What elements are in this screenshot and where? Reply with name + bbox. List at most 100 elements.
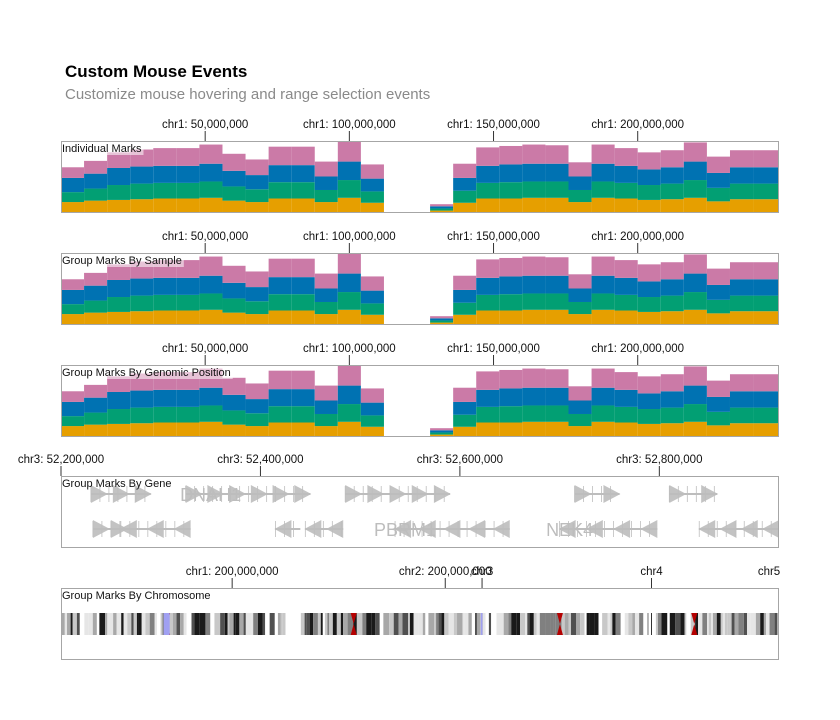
bar-segment[interactable] bbox=[753, 374, 779, 392]
bar-segment[interactable] bbox=[130, 407, 154, 424]
bar-segment[interactable] bbox=[268, 165, 292, 183]
cytoband[interactable] bbox=[64, 613, 68, 635]
bar-segment[interactable] bbox=[153, 182, 177, 199]
cytoband[interactable] bbox=[610, 613, 613, 635]
bar-segment[interactable] bbox=[107, 391, 131, 410]
bar-segment[interactable] bbox=[268, 370, 292, 390]
cytoband[interactable] bbox=[667, 613, 670, 635]
cytoband[interactable] bbox=[657, 613, 662, 635]
bar-segment[interactable] bbox=[522, 421, 546, 436]
cytoband[interactable] bbox=[300, 613, 305, 635]
bar-segment[interactable] bbox=[107, 199, 131, 212]
bar-segment[interactable] bbox=[499, 182, 523, 199]
cytoband[interactable] bbox=[138, 613, 142, 635]
bar-segment[interactable] bbox=[107, 311, 131, 324]
bar-segment[interactable] bbox=[637, 281, 661, 298]
bar-segment[interactable] bbox=[729, 183, 754, 200]
bar-segment[interactable] bbox=[153, 406, 177, 423]
bar-segment[interactable] bbox=[314, 176, 338, 190]
bar-segment[interactable] bbox=[268, 294, 292, 311]
bar-segment[interactable] bbox=[360, 388, 384, 403]
cytoband[interactable] bbox=[79, 613, 85, 635]
cytoband[interactable] bbox=[769, 613, 775, 635]
cytoband[interactable] bbox=[320, 613, 323, 635]
bar-segment[interactable] bbox=[453, 190, 477, 203]
bar-segment[interactable] bbox=[614, 165, 638, 183]
cytoband[interactable] bbox=[634, 613, 640, 635]
bar-segment[interactable] bbox=[199, 181, 223, 198]
bar-segment[interactable] bbox=[245, 189, 269, 203]
cytoband[interactable] bbox=[353, 613, 357, 635]
bar-segment[interactable] bbox=[591, 275, 615, 294]
bar-segment[interactable] bbox=[176, 294, 200, 311]
bar-segment[interactable] bbox=[706, 201, 730, 212]
bar-segment[interactable] bbox=[430, 208, 454, 211]
cytoband[interactable] bbox=[755, 613, 761, 635]
bar-segment[interactable] bbox=[61, 279, 85, 290]
bar-segment[interactable] bbox=[568, 176, 592, 190]
bar-segment[interactable] bbox=[476, 277, 500, 295]
cytoband[interactable] bbox=[371, 613, 376, 635]
stacked-bars[interactable] bbox=[61, 253, 779, 324]
bar-segment[interactable] bbox=[360, 314, 384, 324]
bar-segment[interactable] bbox=[637, 185, 661, 200]
cytoband[interactable] bbox=[716, 613, 721, 635]
cytoband[interactable] bbox=[172, 613, 177, 635]
bar-segment[interactable] bbox=[107, 409, 131, 424]
cytoband[interactable] bbox=[648, 613, 652, 635]
cytoband[interactable] bbox=[229, 613, 234, 635]
bar-segment[interactable] bbox=[522, 197, 546, 212]
bar-segment[interactable] bbox=[337, 292, 361, 310]
bar-segment[interactable] bbox=[614, 422, 638, 436]
bar-segment[interactable] bbox=[522, 144, 546, 164]
bar-segment[interactable] bbox=[176, 389, 200, 407]
bar-segment[interactable] bbox=[199, 387, 223, 406]
cytoband[interactable] bbox=[444, 613, 449, 635]
cytoband[interactable] bbox=[217, 613, 221, 635]
bar-segment[interactable] bbox=[360, 202, 384, 212]
cytoband[interactable] bbox=[267, 613, 270, 635]
cytoband[interactable] bbox=[322, 613, 325, 635]
bar-segment[interactable] bbox=[430, 428, 454, 431]
bar-segment[interactable] bbox=[337, 253, 361, 274]
bar-segment[interactable] bbox=[61, 391, 85, 402]
cytoband[interactable] bbox=[409, 613, 414, 635]
bar-segment[interactable] bbox=[430, 432, 454, 435]
bar-segment[interactable] bbox=[314, 273, 338, 289]
bar-segment[interactable] bbox=[729, 423, 754, 436]
bar-segment[interactable] bbox=[683, 404, 707, 422]
cytoband[interactable] bbox=[239, 613, 244, 635]
bar-segment[interactable] bbox=[591, 163, 615, 182]
bar-segment[interactable] bbox=[568, 386, 592, 401]
bar-segment[interactable] bbox=[614, 260, 638, 278]
cytoband[interactable] bbox=[496, 613, 501, 635]
bar-segment[interactable] bbox=[268, 389, 292, 407]
bar-segment[interactable] bbox=[591, 405, 615, 422]
bar-segment[interactable] bbox=[591, 293, 615, 310]
bar-segment[interactable] bbox=[107, 152, 131, 168]
cytoband[interactable] bbox=[280, 613, 283, 635]
cytoband[interactable] bbox=[690, 613, 696, 635]
bar-segment[interactable] bbox=[683, 254, 707, 274]
cytoband[interactable] bbox=[220, 613, 225, 635]
bar-segment[interactable] bbox=[314, 202, 338, 212]
bar-segment[interactable] bbox=[291, 146, 315, 166]
bar-segment[interactable] bbox=[499, 276, 523, 295]
cytoband[interactable] bbox=[393, 613, 399, 635]
cytoband[interactable] bbox=[347, 613, 354, 635]
bar-segment[interactable] bbox=[706, 268, 730, 285]
cytoband[interactable] bbox=[282, 613, 286, 635]
bar-segment[interactable] bbox=[753, 391, 779, 408]
cytoband[interactable] bbox=[720, 613, 723, 635]
bar-segment[interactable] bbox=[337, 421, 361, 436]
cytoband[interactable] bbox=[564, 613, 569, 635]
cytoband[interactable] bbox=[675, 613, 681, 635]
cytoband[interactable] bbox=[96, 613, 100, 635]
bar-segment[interactable] bbox=[637, 376, 661, 394]
bar-segment[interactable] bbox=[337, 385, 361, 405]
bar-segment[interactable] bbox=[660, 279, 684, 296]
cytoband[interactable] bbox=[607, 613, 611, 635]
gene-glyphs[interactable] bbox=[90, 485, 779, 538]
bar-segment[interactable] bbox=[753, 183, 779, 200]
cytoband[interactable] bbox=[362, 613, 367, 635]
